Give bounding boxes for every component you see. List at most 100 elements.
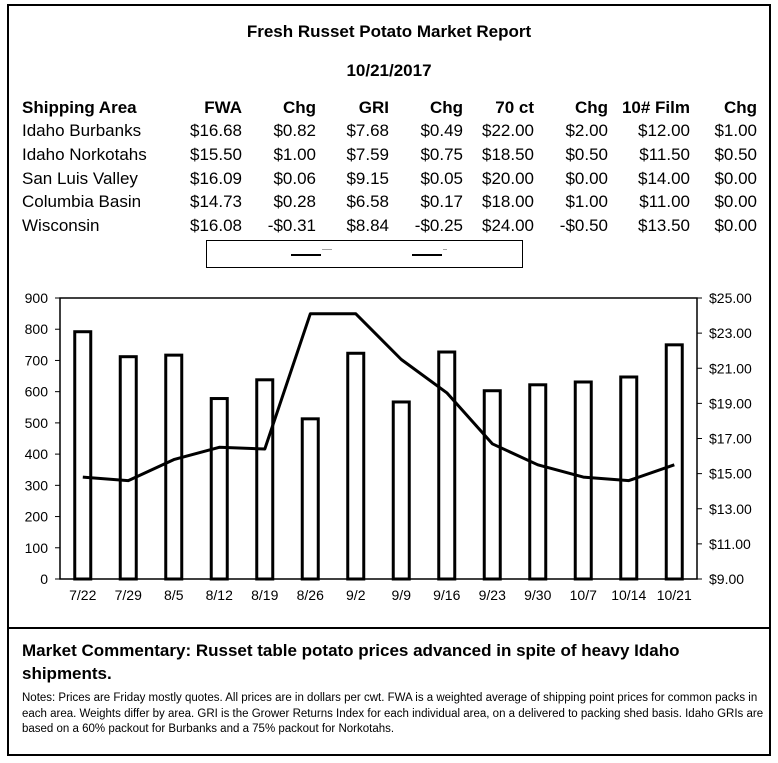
- table-row: Idaho Norkotahs $15.50 $1.00 $7.59 $0.75…: [22, 143, 757, 167]
- x-axis-tick-label: 7/29: [115, 587, 142, 603]
- cell-gri: $9.15: [346, 168, 389, 188]
- cell-70ct: $20.00: [482, 168, 534, 188]
- price-line: [82, 312, 675, 483]
- legend-label-line: --: [443, 247, 447, 253]
- cell-gri: $8.84: [346, 215, 389, 235]
- right-axis-tick-label: $25.00: [709, 290, 752, 306]
- x-axis-tick-label: 8/26: [297, 587, 324, 603]
- bar: [664, 343, 684, 581]
- cell-fwa-chg: $0.06: [273, 168, 316, 188]
- right-axis-tick-label: $19.00: [709, 395, 752, 411]
- cell-film-chg: $1.00: [714, 121, 757, 141]
- cell-70ct-chg: $1.00: [565, 192, 608, 212]
- header-70ct: 70 ct: [495, 97, 534, 117]
- left-axis-tick-label: 0: [40, 571, 48, 587]
- cell-fwa: $14.73: [190, 192, 242, 212]
- left-axis-tick-label: 300: [25, 477, 49, 493]
- cell-gri-chg: $0.17: [420, 192, 463, 212]
- cell-fwa: $15.50: [190, 144, 242, 164]
- left-axis-tick-label: 900: [25, 290, 49, 306]
- cell-fwa-chg: $0.28: [273, 192, 316, 212]
- cell-film-chg: $0.00: [714, 215, 757, 235]
- report-notes: Notes: Prices are Friday mostly quotes. …: [22, 692, 764, 735]
- cell-gri-chg: $0.49: [420, 121, 463, 141]
- cell-film: $12.00: [638, 121, 690, 141]
- section-divider: [9, 627, 769, 629]
- x-axis-tick-label: 9/9: [392, 587, 412, 603]
- x-axis-tick-label: 9/16: [433, 587, 460, 603]
- bar: [300, 417, 320, 581]
- cell-film-chg: $0.50: [714, 144, 757, 164]
- plot-area: [59, 297, 698, 580]
- market-table: Shipping Area FWA Chg GRI Chg 70 ct Chg …: [22, 96, 757, 238]
- cell-70ct-chg: $0.50: [565, 144, 608, 164]
- cell-fwa-chg: $0.82: [273, 121, 316, 141]
- bar: [164, 353, 184, 581]
- bar: [437, 350, 457, 581]
- cell-film: $11.00: [639, 192, 690, 212]
- cell-70ct-chg: $0.00: [565, 168, 608, 188]
- x-axis-tick-label: 7/22: [69, 587, 96, 603]
- cell-gri: $6.58: [346, 192, 389, 212]
- cell-fwa-chg: -$0.31: [267, 215, 316, 235]
- cell-film: $11.50: [639, 144, 690, 164]
- cell-70ct: $18.00: [482, 192, 534, 212]
- cell-area: Idaho Burbanks: [22, 121, 142, 141]
- report-frame: [7, 4, 771, 756]
- left-axis-tick-label: 400: [25, 446, 49, 462]
- chart-legend: ----- --: [206, 240, 523, 268]
- left-axis-tick-label: 800: [25, 321, 49, 337]
- bar: [482, 389, 502, 581]
- bar: [73, 330, 93, 581]
- report-date: 10/21/2017: [346, 61, 432, 80]
- cell-gri-chg: $0.05: [420, 168, 463, 188]
- right-axis-tick-label: $13.00: [709, 501, 752, 517]
- header-shipping-area: Shipping Area: [22, 97, 137, 117]
- market-commentary: Market Commentary: Russet table potato p…: [22, 641, 680, 683]
- cell-gri: $7.59: [346, 144, 389, 164]
- right-axis-tick-label: $9.00: [709, 571, 744, 587]
- x-axis-tick-label: 9/30: [524, 587, 551, 603]
- x-axis-tick-label: 10/21: [657, 587, 692, 603]
- cell-fwa: $16.08: [190, 215, 242, 235]
- header-gri: GRI: [358, 97, 389, 117]
- x-axis-tick-label: 10/7: [570, 587, 597, 603]
- right-axis-tick-label: $15.00: [709, 466, 752, 482]
- cell-70ct: $18.50: [482, 144, 534, 164]
- right-axis-tick-label: $23.00: [709, 325, 752, 341]
- legend-label-bars: -----: [322, 247, 332, 253]
- cell-70ct-chg: -$0.50: [559, 215, 608, 235]
- header-gri-chg: Chg: [429, 97, 463, 117]
- left-axis-tick-label: 500: [25, 415, 49, 431]
- cell-70ct-chg: $2.00: [565, 121, 608, 141]
- table-header-row: Shipping Area FWA Chg GRI Chg 70 ct Chg …: [22, 96, 757, 120]
- header-fwa: FWA: [204, 97, 242, 117]
- cell-film-chg: $0.00: [714, 168, 757, 188]
- cell-fwa: $16.09: [190, 168, 242, 188]
- cell-70ct: $22.00: [482, 121, 534, 141]
- cell-gri: $7.68: [346, 121, 389, 141]
- bar: [573, 380, 593, 581]
- table-row: Idaho Burbanks $16.68 $0.82 $7.68 $0.49 …: [22, 120, 757, 144]
- right-axis-tick-label: $21.00: [709, 360, 752, 376]
- left-axis-tick-label: 100: [25, 540, 49, 556]
- bar: [118, 355, 138, 581]
- report-title: Fresh Russet Potato Market Report: [246, 22, 532, 41]
- x-axis-tick-label: 10/14: [611, 587, 646, 603]
- cell-area: Columbia Basin: [22, 192, 142, 212]
- cell-gri-chg: -$0.25: [414, 215, 463, 235]
- table-row: San Luis Valley $16.09 $0.06 $9.15 $0.05…: [22, 167, 757, 191]
- cell-area: Wisconsin: [22, 215, 100, 235]
- x-axis-tick-label: 8/5: [164, 587, 184, 603]
- x-axis-tick-label: 8/19: [251, 587, 278, 603]
- legend-swatch-line: [412, 254, 442, 256]
- cell-film: $14.00: [638, 168, 690, 188]
- left-axis-tick-label: 600: [25, 384, 49, 400]
- header-film-chg: Chg: [723, 97, 757, 117]
- x-axis-tick-label: 9/23: [479, 587, 506, 603]
- table-row: Columbia Basin $14.73 $0.28 $6.58 $0.17 …: [22, 190, 757, 214]
- cell-film-chg: $0.00: [714, 192, 757, 212]
- left-axis-tick-label: 200: [25, 509, 49, 525]
- cell-fwa-chg: $1.00: [273, 144, 316, 164]
